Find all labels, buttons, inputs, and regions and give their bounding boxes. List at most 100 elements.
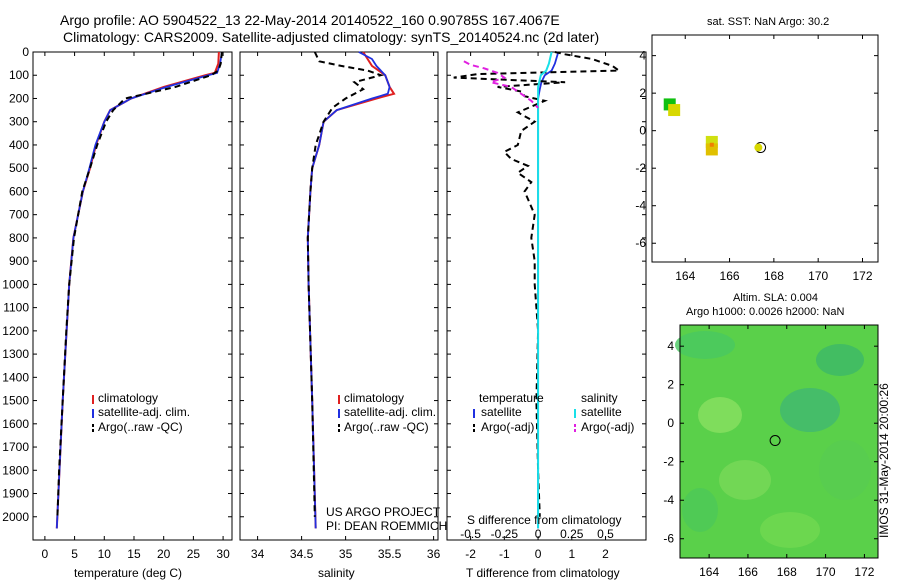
sla-map-frame (679, 324, 879, 559)
diff-legend-s-sat: satellite (581, 405, 622, 419)
depth-tick-label: 0 (22, 45, 29, 59)
sla-anomaly-patch (780, 388, 840, 432)
sla-xtick-label: 168 (777, 565, 797, 579)
sst-cell-core (709, 142, 714, 147)
sst-ytick-label: -4 (635, 199, 646, 213)
sla-map-pattern (675, 331, 871, 548)
title-line-1: Argo profile: AO 5904522_13 22-May-2014 … (60, 12, 560, 28)
sst-xtick-label: 170 (808, 269, 828, 283)
temp-xtick-label: 0 (42, 547, 49, 561)
temp-legend-argo: Argo(..raw -QC) (98, 420, 183, 434)
temp-legend-sat: satellite-adj. clim. (98, 405, 191, 419)
sst-map-title: sat. SST: NaN Argo: 30.2 (707, 16, 830, 28)
series-line-satellite-adj-clim- (306, 51, 391, 529)
sst-ytick-label: 2 (639, 86, 646, 100)
diff-xtick-label: 0 (535, 547, 542, 561)
series-line-salinity-satellite (537, 51, 553, 529)
depth-tick-label: 2000 (2, 510, 29, 524)
series-line-climatology (55, 51, 220, 529)
axes-box-3 (446, 51, 647, 541)
diff-legend-s-argo: Argo(-adj) (581, 420, 635, 434)
depth-tick-label: 900 (9, 254, 29, 268)
depth-tick-label: 200 (9, 91, 29, 105)
sla-map-title-1: Altim. SLA: 0.004 (733, 292, 818, 304)
depth-tick-label: 800 (9, 231, 29, 245)
sst-ytick-label: 0 (639, 124, 646, 138)
axes-box-2 (239, 51, 439, 541)
sla-xtick-label: 166 (738, 565, 758, 579)
depth-tick-label: 1600 (2, 417, 29, 431)
sst-ytick-label: -6 (635, 236, 646, 250)
depth-tick-label: 700 (9, 208, 29, 222)
sal-legend-sat: satellite-adj. clim. (344, 405, 437, 419)
diff-top-label: S difference from climatology (467, 513, 622, 527)
sla-ytick-label: -6 (663, 532, 674, 546)
pi-note: PI: DEAN ROEMMICH (326, 519, 448, 533)
diff-xtick-label: 1 (568, 547, 575, 561)
diff-xtick-label: 2 (602, 547, 609, 561)
diff-legend-s-head: salinity (581, 391, 618, 405)
sst-ytick-label: -2 (635, 161, 646, 175)
title-line-2: Climatology: CARS2009. Satellite-adjuste… (63, 29, 600, 45)
temp-xlabel: temperature (deg C) (74, 566, 183, 580)
sla-ytick-label: 0 (667, 416, 674, 430)
depth-tick-label: 1300 (2, 347, 29, 361)
sla-xtick-label: 170 (816, 565, 836, 579)
sal-xtick-label: 36 (427, 547, 441, 561)
temp-xtick-label: 10 (98, 547, 112, 561)
sal-xtick-label: 35.5 (378, 547, 402, 561)
sla-anomaly-patch (698, 397, 742, 433)
diff-top-tick-label: 0.25 (560, 527, 584, 541)
depth-tick-label: 500 (9, 161, 29, 175)
depth-tick-label: 1400 (2, 370, 29, 384)
sst-xtick-label: 164 (675, 269, 695, 283)
depth-tick-label: 1100 (3, 301, 29, 315)
sal-xlabel: salinity (318, 566, 355, 580)
sst-ytick-label: 4 (639, 49, 646, 63)
diff-top-tick-label: 0.5 (597, 527, 614, 541)
sla-ytick-label: 2 (667, 378, 674, 392)
diff-top-tick-label: -0.25 (491, 527, 519, 541)
temp-xtick-label: 30 (216, 547, 230, 561)
diff-top-tick-label: -0.5 (460, 527, 481, 541)
project-note: US ARGO PROJECT (326, 505, 441, 519)
depth-tick-label: 1500 (2, 394, 29, 408)
diff-legend-t-argo: Argo(-adj) (481, 420, 535, 434)
depth-tick-label: 300 (9, 115, 29, 129)
sal-xtick-label: 34 (251, 547, 265, 561)
sla-ytick-label: -4 (663, 493, 674, 507)
sst-xtick-label: 166 (720, 269, 740, 283)
depth-tick-label: 1000 (2, 277, 29, 291)
sst-cell (705, 143, 718, 156)
temp-xtick-label: 20 (157, 547, 171, 561)
diff-legend-t-head: temperature (479, 391, 544, 405)
series-line-climatology (306, 51, 396, 529)
series-line-argo-raw-qc- (306, 51, 385, 517)
series-line-temperature-argo-adj- (453, 51, 623, 517)
sla-anomaly-patch (819, 440, 871, 500)
axes-box-1 (32, 51, 233, 541)
depth-tick-label: 1900 (2, 487, 29, 501)
series-line-argo-raw-qc- (56, 51, 223, 517)
sst-xtick-label: 172 (852, 269, 872, 283)
depth-tick-label: 1800 (2, 463, 29, 477)
diff-top-tick-label: 0 (535, 527, 542, 541)
depth-tick-label: 400 (9, 138, 29, 152)
sla-ytick-label: 4 (667, 339, 674, 353)
diff-legend-t-sat: satellite (481, 405, 522, 419)
imos-timestamp: IMOS 31-May-2014 20:00:26 (877, 383, 891, 538)
sla-anomaly-patch (675, 331, 735, 359)
series-line-satellite-adj-clim- (55, 51, 223, 529)
depth-tick-label: 100 (9, 68, 29, 82)
sla-map-title-2: Argo h1000: 0.0026 h2000: NaN (686, 306, 845, 318)
sst-xtick-label: 168 (764, 269, 784, 283)
depth-tick-label: 1200 (2, 324, 29, 338)
sal-xtick-label: 34.5 (290, 547, 314, 561)
argo-position-fill (754, 143, 763, 152)
temp-xtick-label: 25 (187, 547, 201, 561)
sla-xtick-label: 172 (854, 565, 874, 579)
temp-xtick-label: 15 (127, 547, 141, 561)
sla-xtick-label: 164 (699, 565, 719, 579)
sla-anomaly-patch (719, 460, 771, 500)
